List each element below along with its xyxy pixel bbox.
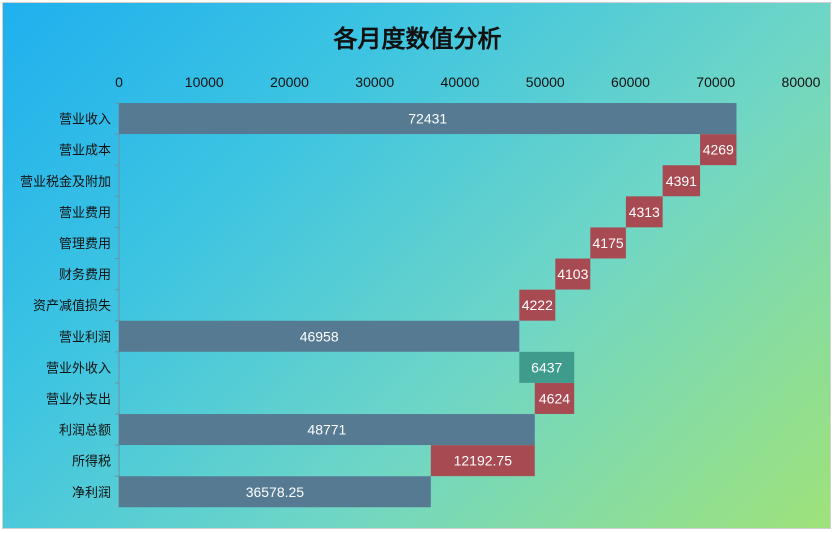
bar-total xyxy=(119,414,535,446)
bar-decrease xyxy=(519,289,556,321)
bar-decrease xyxy=(590,227,626,259)
x-tick-label: 80000 xyxy=(782,74,821,90)
x-tick-label: 10000 xyxy=(185,74,224,90)
bar-decrease xyxy=(430,445,535,477)
data-label: 48771 xyxy=(307,422,346,438)
category-label: 财务费用 xyxy=(59,267,111,283)
category-label: 营业税金及附加 xyxy=(20,174,111,190)
data-label: 4175 xyxy=(593,235,624,251)
bar-total xyxy=(119,476,431,508)
data-label: 6437 xyxy=(531,359,562,375)
chart-title: 各月度数值分析 xyxy=(333,25,502,53)
category-label: 营业外收入 xyxy=(46,361,111,376)
bar-decrease xyxy=(555,258,591,290)
bar-decrease xyxy=(625,196,663,228)
x-tick-label: 70000 xyxy=(696,74,735,90)
category-label: 资产减值损失 xyxy=(33,298,111,314)
data-label: 36578.25 xyxy=(246,484,305,500)
x-tick-label: 0 xyxy=(115,74,123,90)
data-label: 4391 xyxy=(666,173,697,189)
bar-total xyxy=(119,320,520,352)
bar-increase xyxy=(519,351,575,383)
x-tick-label: 20000 xyxy=(270,74,309,90)
data-label: 4624 xyxy=(539,390,570,406)
data-label: 72431 xyxy=(408,111,447,127)
category-label: 营业利润 xyxy=(59,330,111,345)
data-label: 4313 xyxy=(629,204,660,220)
bar-decrease xyxy=(662,165,701,197)
data-label: 4103 xyxy=(557,266,588,282)
category-label: 营业费用 xyxy=(59,206,111,221)
category-label: 所得税 xyxy=(72,454,111,470)
category-label: 营业成本 xyxy=(59,144,111,159)
category-label: 利润总额 xyxy=(59,424,111,439)
x-tick-label: 50000 xyxy=(526,74,565,90)
chart-area: 各月度数值分析 0 10000 20000 30000 40000 50000 60000 7… xyxy=(2,2,831,529)
category-label: 营业收入 xyxy=(59,113,111,128)
x-tick-label: 60000 xyxy=(611,74,650,90)
x-tick-label: 30000 xyxy=(355,74,394,90)
data-label: 12192.75 xyxy=(454,453,513,469)
data-label: 46958 xyxy=(300,328,339,344)
data-label: 4222 xyxy=(522,297,553,313)
category-label: 管理费用 xyxy=(59,237,111,252)
category-label: 营业外支出 xyxy=(46,392,111,407)
waterfall-chart: 0 10000 20000 30000 40000 50000 60000 70000 8000… xyxy=(20,74,821,508)
bar-decrease xyxy=(700,134,737,166)
x-tick-label: 40000 xyxy=(441,74,480,90)
category-label: 净利润 xyxy=(72,486,111,501)
data-label: 4269 xyxy=(703,142,734,158)
bar-decrease xyxy=(534,382,575,414)
bar-total xyxy=(119,103,737,135)
